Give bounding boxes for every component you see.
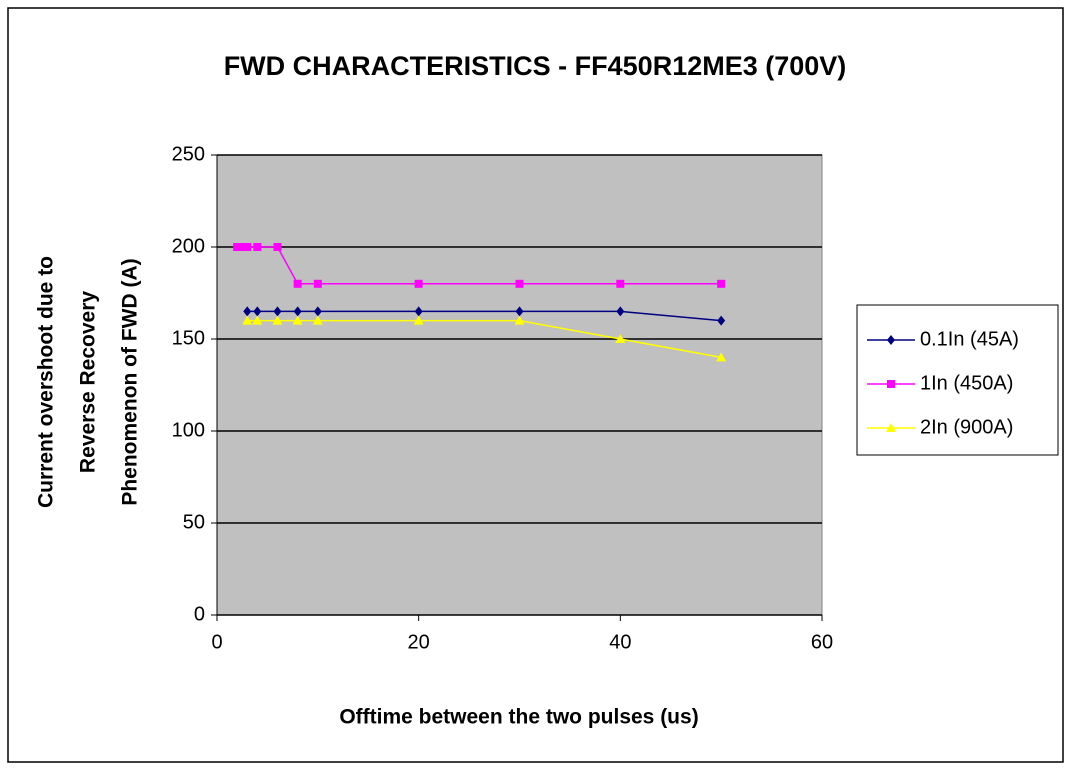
marker bbox=[233, 243, 242, 251]
legend-label: 2In (900A) bbox=[920, 416, 1013, 438]
marker bbox=[243, 306, 252, 317]
y-axis-title: Current overshoot due to bbox=[35, 256, 58, 508]
legend-label: 0.1In (45A) bbox=[920, 328, 1019, 350]
y-tick-label: 250 bbox=[172, 143, 205, 165]
marker bbox=[313, 279, 322, 288]
marker bbox=[253, 243, 262, 251]
marker bbox=[615, 334, 626, 343]
marker bbox=[272, 315, 283, 325]
marker bbox=[414, 306, 423, 317]
marker bbox=[413, 315, 424, 325]
marker bbox=[515, 306, 524, 317]
legend-label: 1In (450A) bbox=[920, 372, 1013, 394]
marker bbox=[414, 279, 423, 288]
x-tick-label: 0 bbox=[211, 631, 222, 653]
marker bbox=[716, 352, 727, 362]
y-tick-label: 50 bbox=[183, 511, 205, 533]
y-tick-label: 0 bbox=[194, 603, 205, 625]
y-axis-title: Phenomenon of FWD (A) bbox=[119, 258, 142, 505]
marker bbox=[273, 306, 282, 317]
marker bbox=[887, 380, 895, 388]
marker bbox=[616, 279, 625, 288]
marker bbox=[515, 279, 524, 288]
marker bbox=[238, 243, 247, 251]
marker bbox=[292, 315, 303, 325]
y-tick-label: 100 bbox=[172, 419, 205, 441]
marker bbox=[253, 306, 262, 317]
marker bbox=[717, 315, 726, 326]
marker bbox=[616, 306, 625, 317]
y-axis-title: Reverse Recovery bbox=[77, 291, 100, 473]
x-tick-label: 20 bbox=[408, 631, 430, 653]
y-tick-label: 200 bbox=[172, 235, 205, 257]
x-tick-label: 60 bbox=[811, 631, 833, 653]
marker bbox=[273, 243, 282, 251]
chart-title: FWD CHARACTERISTICS - FF450R12ME3 (700V) bbox=[224, 51, 847, 81]
marker bbox=[886, 423, 896, 432]
marker bbox=[243, 243, 252, 251]
x-tick-label: 40 bbox=[609, 631, 631, 653]
marker bbox=[242, 315, 253, 325]
marker bbox=[312, 315, 323, 325]
marker bbox=[717, 279, 726, 288]
marker bbox=[293, 279, 302, 288]
marker bbox=[293, 306, 302, 317]
marker bbox=[514, 315, 525, 325]
plot-area bbox=[216, 154, 823, 616]
y-tick-label: 150 bbox=[172, 327, 205, 349]
x-axis-title: Offtime between the two pulses (us) bbox=[339, 706, 698, 729]
marker bbox=[313, 306, 322, 317]
marker bbox=[887, 335, 895, 345]
marker bbox=[252, 315, 263, 325]
